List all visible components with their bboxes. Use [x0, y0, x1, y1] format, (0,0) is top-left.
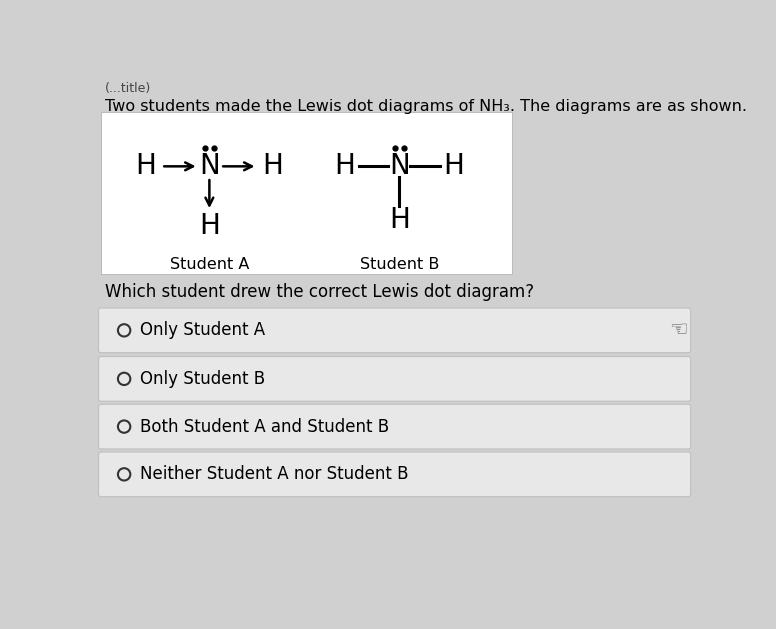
Text: Student A: Student A — [170, 257, 249, 272]
FancyBboxPatch shape — [99, 308, 691, 353]
FancyBboxPatch shape — [99, 452, 691, 497]
FancyBboxPatch shape — [101, 113, 511, 274]
Text: H: H — [199, 213, 220, 240]
Text: Two students made the Lewis dot diagrams of NH₃. The diagrams are as shown.: Two students made the Lewis dot diagrams… — [105, 99, 747, 114]
Text: N: N — [199, 152, 220, 181]
Text: ☜: ☜ — [669, 320, 688, 340]
Text: H: H — [135, 152, 156, 181]
Text: H: H — [334, 152, 355, 181]
Text: H: H — [262, 152, 283, 181]
Text: Which student drew the correct Lewis dot diagram?: Which student drew the correct Lewis dot… — [105, 284, 534, 301]
Text: (...title): (...title) — [105, 82, 151, 94]
Text: H: H — [389, 206, 410, 234]
Text: Student B: Student B — [359, 257, 439, 272]
Text: Neither Student A nor Student B: Neither Student A nor Student B — [140, 465, 408, 483]
FancyBboxPatch shape — [99, 357, 691, 401]
Text: Only Student A: Only Student A — [140, 321, 265, 340]
Text: Only Student B: Only Student B — [140, 370, 265, 388]
Text: N: N — [389, 152, 410, 181]
Text: H: H — [443, 152, 464, 181]
Text: Both Student A and Student B: Both Student A and Student B — [140, 418, 389, 436]
FancyBboxPatch shape — [99, 404, 691, 449]
